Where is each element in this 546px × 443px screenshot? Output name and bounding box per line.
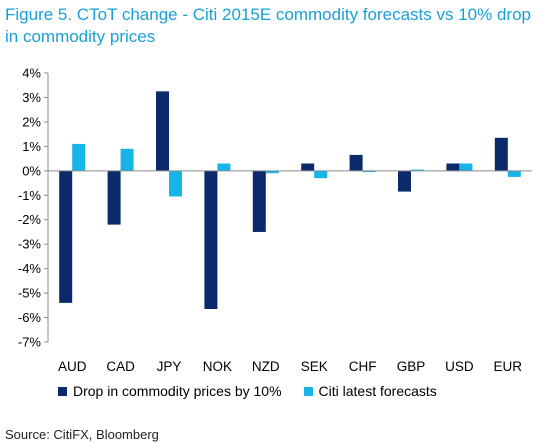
bar-drop-cad bbox=[107, 170, 121, 225]
y-tick-label: -1% bbox=[18, 188, 42, 203]
y-tick-label: -2% bbox=[18, 212, 42, 227]
x-tick-label: GBP bbox=[397, 359, 426, 374]
chart-title: Figure 5. CToT change - Citi 2015E commo… bbox=[5, 5, 531, 46]
legend-label-drop: Drop in commodity prices by 10% bbox=[73, 383, 282, 399]
y-tick-label: 0% bbox=[22, 163, 41, 178]
bar-citi-jpy bbox=[169, 170, 182, 197]
bar-citi-gbp bbox=[411, 169, 424, 171]
y-tick-label: 1% bbox=[22, 139, 41, 154]
source-note: Source: CitiFX, Bloomberg bbox=[5, 427, 159, 442]
x-tick-label: CAD bbox=[106, 359, 135, 374]
y-tick-label: 3% bbox=[22, 90, 41, 105]
bar-drop-aud bbox=[59, 170, 73, 303]
legend-label-citi: Citi latest forecasts bbox=[318, 383, 437, 399]
bar-drop-jpy bbox=[156, 91, 169, 171]
bar-drop-gbp bbox=[398, 170, 411, 192]
x-tick-label: USD bbox=[445, 359, 474, 374]
y-tick-label: -6% bbox=[18, 310, 42, 325]
y-tick-label: 2% bbox=[22, 114, 41, 129]
x-tick-label: AUD bbox=[58, 359, 87, 374]
chart-legend: Drop in commodity prices by 10% Citi lat… bbox=[58, 383, 459, 399]
legend-swatch-citi bbox=[303, 386, 313, 396]
bar-drop-nzd bbox=[252, 170, 266, 232]
x-tick-label: NOK bbox=[203, 359, 232, 374]
legend-item-drop: Drop in commodity prices by 10% bbox=[58, 383, 282, 399]
legend-swatch-drop bbox=[58, 386, 67, 396]
y-tick-label: 4% bbox=[22, 66, 41, 81]
bar-citi-nzd bbox=[265, 170, 279, 174]
bar-drop-nok bbox=[204, 170, 218, 309]
bar-drop-chf bbox=[349, 154, 363, 171]
x-tick-label: JPY bbox=[157, 359, 182, 374]
bar-chart: 4% 3% 2% 1% 0% -1% -2% -3% -4% -5% -6% -7% AUD CAD JPY… bbox=[18, 66, 532, 374]
bar-citi-cad bbox=[120, 148, 134, 171]
bar-citi-sek bbox=[314, 170, 328, 179]
x-tick-label: EUR bbox=[494, 359, 523, 374]
x-tick-label: SEK bbox=[301, 359, 328, 374]
bar-citi-usd bbox=[459, 163, 473, 171]
bar-citi-aud bbox=[72, 143, 86, 171]
bar-citi-nok bbox=[217, 163, 231, 171]
bar-citi-chf bbox=[362, 170, 376, 173]
y-tick-label: -5% bbox=[18, 286, 42, 301]
bar-citi-eur bbox=[507, 170, 521, 177]
bar-drop-sek bbox=[301, 163, 315, 171]
x-tick-label: CHF bbox=[349, 359, 377, 374]
bar-drop-usd bbox=[446, 163, 460, 171]
bar-drop-eur bbox=[494, 137, 508, 171]
y-tick-label: -3% bbox=[18, 237, 42, 252]
legend-item-citi: Citi latest forecasts bbox=[303, 383, 437, 399]
x-tick-label: NZD bbox=[252, 359, 280, 374]
y-tick-label: -7% bbox=[18, 335, 42, 350]
y-tick-label: -4% bbox=[18, 261, 42, 276]
